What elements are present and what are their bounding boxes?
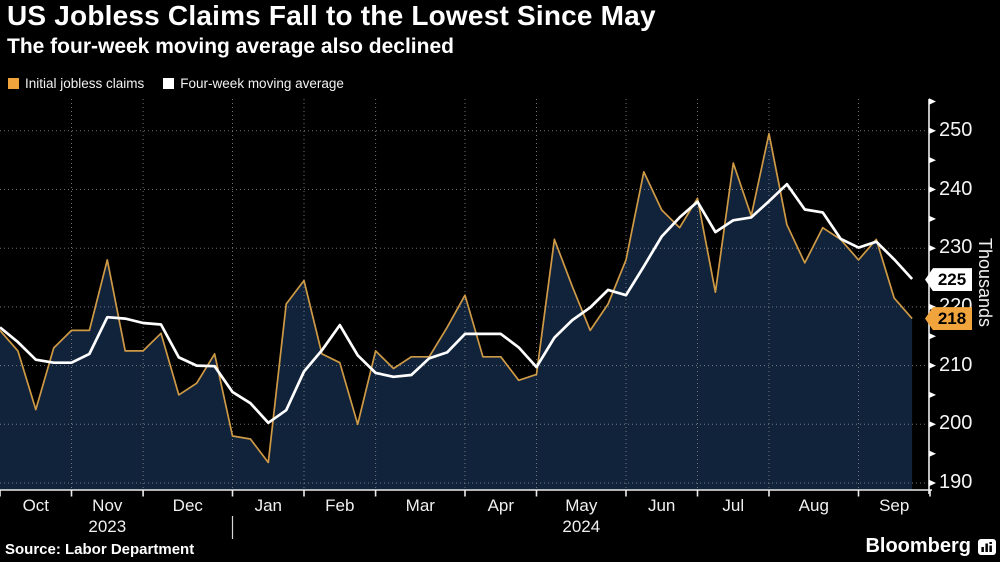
y-axis-tick-label: 210 [939,353,973,376]
x-axis-month-label: Mar [405,496,435,515]
chart-legend: Initial jobless claims Four-week moving … [8,76,344,91]
x-axis-month-label: Apr [487,496,515,515]
x-axis-month-label: Jan [254,496,282,515]
x-axis-month-label: Jun [647,496,676,515]
x-axis-month-label: Dec [172,496,203,515]
x-axis-month-label: Aug [798,496,829,515]
y-axis-tick-label: 190 [939,471,973,493]
y-axis-tick [929,362,936,369]
y-axis-tick [929,421,936,428]
y-axis-tick [929,303,936,311]
bloomberg-wordmark: Bloomberg [865,535,971,557]
y-axis-tick-label: 230 [939,236,973,259]
y-axis-tick [929,450,936,457]
bloomberg-chart-icon [978,538,996,555]
y-axis-tick-label: 200 [939,412,973,435]
legend-item-initial-claims: Initial jobless claims [8,76,144,91]
x-axis-year-label: 2024 [562,517,601,536]
y-axis-tick [929,98,936,105]
x-axis-month-label: Nov [92,496,123,515]
latest-ma-value-badge: 225 [925,268,972,292]
y-axis-tick-label: 250 [939,118,973,141]
x-axis-month-label: Sep [879,496,910,515]
y-axis-tick [929,186,936,193]
bloomberg-logo: Bloomberg [865,535,996,558]
latest-claims-value-badge: 218 [925,307,972,331]
legend-swatch-white-icon [163,78,175,89]
y-axis-tick [929,157,936,164]
legend-item-moving-average: Four-week moving average [163,76,344,91]
x-axis-month-label: Oct [22,496,50,515]
legend-label-initial-claims: Initial jobless claims [25,76,145,91]
legend-swatch-orange-icon [8,78,19,89]
x-axis-month-label: Feb [325,496,355,515]
x-axis-month-label: Jul [722,496,745,515]
y-axis-tick [929,333,936,340]
y-axis-tick-label: 240 [939,177,973,200]
y-axis-tick [929,245,936,252]
x-axis-month-label: May [565,496,598,515]
y-axis-tick [929,215,936,223]
moving-average-line [0,182,914,425]
y-axis-tick [929,479,936,487]
y-axis-tick [929,127,936,134]
source-note: Source: Labor Department [5,541,195,558]
y-axis-title: Thousands [975,238,995,328]
chart-title: US Jobless Claims Fall to the Lowest Sin… [7,0,656,31]
initial-claims-line [0,132,913,464]
x-axis-year-label: 2023 [88,517,127,536]
y-axis-tick [929,391,936,399]
chart-subtitle: The four-week moving average also declin… [7,35,454,58]
legend-label-moving-average: Four-week moving average [180,76,344,91]
